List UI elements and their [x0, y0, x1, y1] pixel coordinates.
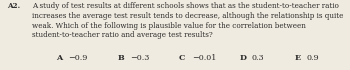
Text: B: B: [117, 54, 124, 62]
Text: −0.9: −0.9: [69, 54, 88, 62]
Text: −0.01: −0.01: [192, 54, 216, 62]
Text: D: D: [239, 54, 246, 62]
Text: A2.: A2.: [7, 2, 20, 10]
Text: −0.3: −0.3: [130, 54, 149, 62]
Text: 0.3: 0.3: [252, 54, 265, 62]
Text: E: E: [294, 54, 300, 62]
Text: A study of test results at different schools shows that as the student-to-teache: A study of test results at different sch…: [32, 2, 343, 39]
Text: C: C: [178, 54, 185, 62]
Text: 0.9: 0.9: [306, 54, 319, 62]
Text: A: A: [56, 54, 63, 62]
